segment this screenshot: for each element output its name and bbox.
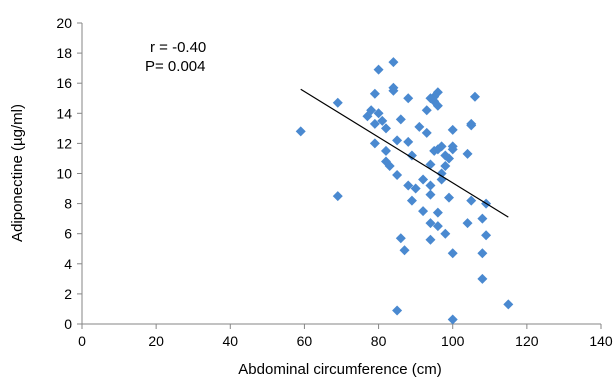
annotation-p: P= 0.004 [145,58,205,75]
data-point [414,121,425,132]
data-point [425,234,436,245]
data-point [403,93,414,104]
data-point [447,248,458,259]
data-point [447,124,458,135]
data-point [421,105,432,116]
data-point [436,168,447,179]
data-point [444,192,455,203]
y-tick-label: 18 [56,45,72,61]
x-tick-label: 80 [371,333,387,349]
data-point [388,57,399,68]
data-point [432,87,443,98]
data-point [392,305,403,316]
data-point [477,273,488,284]
data-point [395,114,406,125]
y-axis-ticks: 0 2 4 6 8 10 12 14 16 18 20 [56,15,82,332]
data-point [432,207,443,218]
data-point [469,91,480,102]
data-point [418,174,429,185]
data-point [369,138,380,149]
trendline [300,88,509,218]
data-point [373,108,384,119]
data-point [380,123,391,134]
data-point [481,230,492,241]
data-point [462,218,473,229]
y-tick-label: 4 [64,256,72,272]
data-point [447,314,458,325]
data-point [332,191,343,202]
y-tick-label: 20 [56,15,72,31]
x-axis-ticks: 0 20 40 60 80 100 120 140 [78,324,613,349]
data-point [332,97,343,108]
y-tick-label: 8 [64,196,72,212]
data-point [425,189,436,200]
y-tick-label: 14 [56,105,72,121]
data-point [369,88,380,99]
y-tick-label: 6 [64,226,72,242]
data-point [388,82,399,93]
y-tick-label: 0 [64,316,72,332]
data-point [406,150,417,161]
y-tick-label: 12 [56,135,72,151]
annotation-r: r = -0.40 [150,39,206,56]
x-axis-title: Abdominal circumference (cm) [238,361,441,378]
x-tick-label: 120 [515,333,539,349]
x-tick-label: 140 [589,333,613,349]
data-point [380,145,391,156]
data-point [406,195,417,206]
data-point [421,127,432,138]
data-point [403,180,414,191]
data-point [440,160,451,171]
data-point [440,228,451,239]
data-point [403,136,414,147]
x-tick-label: 100 [441,333,465,349]
data-point [399,245,410,256]
data-point [477,248,488,259]
x-tick-label: 20 [148,333,164,349]
y-axis-title: Adiponectine (µg/ml) [9,104,26,242]
y-tick-label: 2 [64,286,72,302]
data-point [392,135,403,146]
data-point [503,299,514,310]
data-point [295,126,306,137]
data-point [444,153,455,164]
data-point [418,206,429,217]
data-point [425,218,436,229]
data-point [384,160,395,171]
data-point [373,64,384,75]
data-point [436,141,447,152]
data-point [392,170,403,181]
x-tick-label: 60 [297,333,313,349]
data-point [395,233,406,244]
data-point [366,105,377,116]
data-point [425,159,436,170]
data-points [295,57,514,325]
data-point [369,118,380,129]
data-point [432,100,443,111]
data-point [410,183,421,194]
data-point [462,148,473,159]
data-point [466,120,477,131]
x-tick-label: 0 [78,333,86,349]
data-point [447,141,458,152]
x-tick-label: 40 [222,333,238,349]
y-tick-label: 10 [56,166,72,182]
data-point [477,213,488,224]
data-point [377,115,388,126]
data-point [425,180,436,191]
y-tick-label: 16 [56,75,72,91]
data-point [432,221,443,232]
data-point [466,195,477,206]
